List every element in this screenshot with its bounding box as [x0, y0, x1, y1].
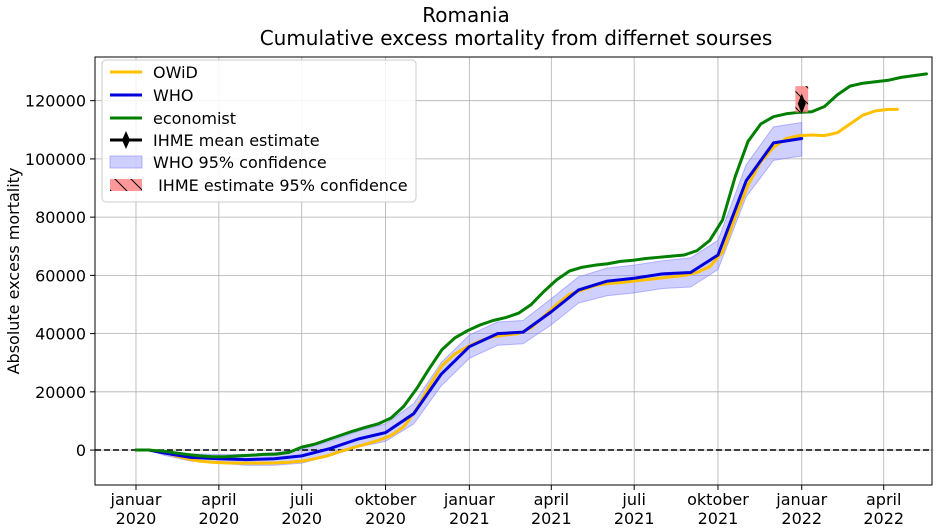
x-tick-label-month: juli: [621, 490, 645, 509]
legend: OWiD WHO economist IHME mean estimate WH…: [101, 59, 417, 203]
y-tick-label: 100000: [25, 150, 86, 169]
plot-frame: [94, 56, 933, 486]
x-tick-label-year: 2021: [698, 509, 739, 528]
x-tick-label-year: 2020: [281, 509, 322, 528]
y-tick-label: 40000: [35, 325, 86, 344]
x-axis-ticks: januar2020april2020juli2020oktober2020ja…: [110, 485, 904, 528]
y-tick-label: 120000: [25, 92, 86, 111]
legend-who-ci-swatch: [109, 155, 143, 169]
legend-ihme-ci-label: IHME estimate 95% confidence: [153, 176, 408, 195]
x-tick-label-month: januar: [775, 490, 827, 509]
x-tick-label-month: april: [534, 490, 569, 509]
legend-ihme-ci-hatch: [110, 179, 142, 191]
legend-who-ci-label: WHO 95% confidence: [153, 153, 327, 172]
x-tick-label-year: 2022: [863, 509, 904, 528]
y-tick-label: 20000: [35, 383, 86, 402]
series-lines: [134, 72, 929, 465]
economist-line: [134, 72, 929, 459]
legend-box: [101, 59, 417, 203]
x-tick-label-year: 2020: [199, 509, 240, 528]
y-tick-label: 60000: [35, 266, 86, 285]
x-tick-label-month: januar: [110, 490, 162, 509]
x-tick-label-month: oktober: [355, 490, 417, 509]
legend-who-label: WHO: [153, 86, 193, 105]
legend-economist-label: economist: [153, 109, 236, 128]
x-tick-label-year: 2021: [449, 509, 490, 528]
x-tick-label-year: 2021: [614, 509, 655, 528]
y-axis-label: Absolute excess mortality: [4, 168, 23, 375]
x-tick-label-month: april: [201, 490, 236, 509]
ihme-mean-marker: [797, 93, 806, 114]
who-line: [134, 137, 804, 462]
x-tick-label-month: april: [866, 490, 901, 509]
chart-subtitle: Cumulative excess mortality from differn…: [260, 26, 773, 50]
x-tick-label-year: 2022: [781, 509, 822, 528]
legend-ihme-mean-label: IHME mean estimate: [153, 131, 320, 150]
x-tick-label-year: 2020: [116, 509, 157, 528]
y-tick-label: 0: [76, 441, 86, 460]
y-tick-label: 80000: [35, 208, 86, 227]
x-tick-label-month: juli: [289, 490, 313, 509]
chart-title: Romania: [422, 3, 509, 27]
legend-ihme-diamond-icon: [122, 131, 130, 149]
legend-owid-label: OWiD: [153, 63, 198, 82]
x-tick-label-year: 2021: [531, 509, 572, 528]
x-tick-label-month: januar: [443, 490, 495, 509]
x-tick-label-month: oktober: [687, 490, 749, 509]
x-tick-label-year: 2020: [365, 509, 406, 528]
y-axis-ticks: 0 20000 40000 60000 80000 100000 120000: [25, 92, 95, 460]
ihme-estimate: [795, 86, 809, 114]
